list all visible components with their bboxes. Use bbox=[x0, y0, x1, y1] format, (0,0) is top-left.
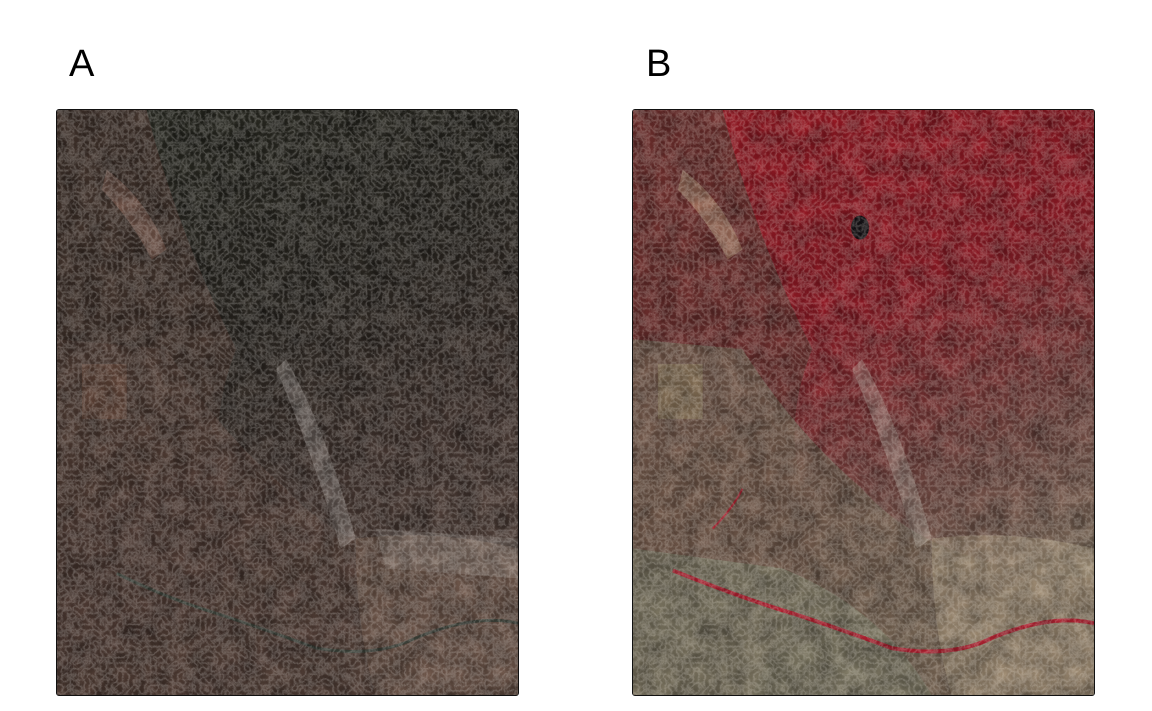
panel-label-b: B bbox=[646, 43, 672, 85]
satellite-image-false-color bbox=[632, 109, 1095, 696]
panel-label-a: A bbox=[69, 43, 95, 85]
satellite-image-b bbox=[633, 110, 1094, 695]
satellite-image-a bbox=[57, 110, 518, 695]
satellite-image-true-color bbox=[56, 109, 519, 696]
